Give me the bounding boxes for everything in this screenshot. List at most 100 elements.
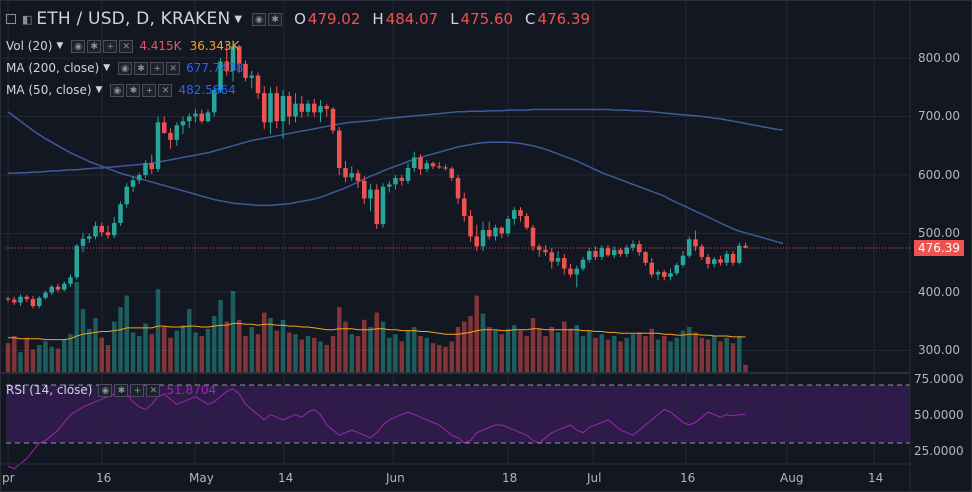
candle-body <box>49 286 54 293</box>
volume-bar <box>424 337 429 372</box>
candle-body <box>24 296 29 300</box>
close-icon[interactable]: ✕ <box>158 83 173 97</box>
candle-body <box>599 248 604 257</box>
indicator-ma200: MA (200, close) ▼ ◉ ✱ + ✕ 677.7438 <box>6 61 243 75</box>
time-tick-label: May <box>189 471 214 485</box>
volume-bar <box>43 341 48 372</box>
symbol-title[interactable]: ETH / USD, D, KRAKEN <box>36 9 231 29</box>
eye-icon[interactable]: ◉ <box>98 383 113 397</box>
candle-body <box>305 103 311 112</box>
volume-bar <box>412 327 417 372</box>
candle-body <box>362 180 367 199</box>
candle-body <box>430 163 436 167</box>
price-tick-label: 700.00 <box>918 109 960 123</box>
candle-body <box>455 177 461 199</box>
candle-body <box>412 157 417 168</box>
indicator-vol: Vol (20) ▼ ◉ ✱ + ✕ 4.415K 36.343K <box>6 39 239 53</box>
ma200-line <box>8 108 784 174</box>
volume-bar <box>162 327 167 372</box>
candle-body <box>605 248 611 256</box>
vol-label[interactable]: Vol (20) <box>6 39 53 53</box>
rsi-line <box>7 388 746 470</box>
close-icon[interactable]: ✕ <box>146 383 161 397</box>
candle-body <box>180 121 186 126</box>
close-icon[interactable]: ✕ <box>119 39 134 53</box>
gear-icon[interactable]: ✱ <box>114 383 129 397</box>
gear-icon[interactable]: ✱ <box>268 12 283 26</box>
volume-bar <box>12 336 17 372</box>
indicator-ma50: MA (50, close) ▼ ◉ ✱ + ✕ 482.5864 <box>6 83 236 97</box>
candle-body <box>399 177 404 181</box>
candle-body <box>237 46 242 64</box>
candle-body <box>674 265 679 274</box>
candle-body <box>30 299 36 307</box>
rsi-tick-label: 50.0000 <box>914 408 964 422</box>
volume-bar <box>243 336 248 372</box>
volume-bar <box>262 312 267 372</box>
candle-body <box>537 246 542 250</box>
volume-bar <box>612 336 617 372</box>
candle-body <box>443 167 448 169</box>
collapse-icon[interactable] <box>6 14 16 24</box>
eye-icon[interactable]: ◉ <box>252 12 267 26</box>
chevron-down-icon[interactable]: ▼ <box>95 85 103 95</box>
volume-bar <box>137 336 142 372</box>
plus-icon[interactable]: + <box>142 83 157 97</box>
chevron-down-icon[interactable]: ▼ <box>56 41 64 51</box>
volume-bar <box>305 336 311 372</box>
volume-bar <box>230 291 236 372</box>
volume-bar <box>524 336 529 372</box>
candle-body <box>612 249 617 256</box>
eye-icon[interactable]: ◉ <box>118 61 133 75</box>
chevron-down-icon[interactable]: ▼ <box>103 63 111 73</box>
volume-bar <box>293 334 298 372</box>
volume-bar <box>580 336 586 372</box>
rsi-label[interactable]: RSI (14, close) <box>6 383 93 397</box>
plus-icon[interactable]: + <box>130 383 145 397</box>
plus-icon[interactable]: + <box>103 39 118 53</box>
volume-bar <box>318 341 323 372</box>
volume-bar <box>55 348 61 372</box>
volume-bar <box>737 336 742 372</box>
gear-icon[interactable]: ✱ <box>126 83 141 97</box>
volume-ma-line <box>8 322 746 341</box>
price-tick-label: 800.00 <box>918 51 960 65</box>
eye-icon[interactable]: ◉ <box>71 39 86 53</box>
candle-body <box>5 298 11 300</box>
ma50-label[interactable]: MA (50, close) <box>6 83 92 97</box>
gear-icon[interactable]: ✱ <box>134 61 149 75</box>
candle-body <box>18 296 23 303</box>
volume-bar <box>718 341 723 372</box>
plus-icon[interactable]: + <box>150 61 165 75</box>
chevron-down-icon[interactable]: ▼ <box>234 13 243 25</box>
volume-bar <box>430 343 436 372</box>
rsi-value: 51.8704 <box>166 383 217 397</box>
rsi-tick-label: 75.0000 <box>914 372 964 386</box>
candle-body <box>743 245 748 248</box>
volume-bar <box>630 334 636 372</box>
volume-bar <box>624 337 629 372</box>
candle-body <box>449 168 454 178</box>
volume-bar <box>155 289 161 372</box>
candle-body <box>149 163 154 170</box>
close-icon[interactable]: ✕ <box>166 61 181 75</box>
candle-body <box>499 227 504 234</box>
volume-bar <box>418 336 423 372</box>
candle-body <box>680 255 686 266</box>
eye-icon[interactable]: ◉ <box>110 83 125 97</box>
time-tick-label: 18 <box>502 471 518 485</box>
candle-body <box>730 253 736 263</box>
gear-icon[interactable]: ✱ <box>87 39 102 53</box>
candle-body <box>718 259 723 263</box>
ohlc-low: L 475.60 <box>450 10 514 28</box>
volume-bar <box>724 337 729 372</box>
price-tick-label: 500.00 <box>918 226 960 240</box>
candle-body <box>330 108 336 131</box>
volume-bar <box>212 316 217 372</box>
candle-body <box>355 173 361 181</box>
time-tick-label: pr <box>2 471 15 485</box>
ma200-label[interactable]: MA (200, close) <box>6 61 100 75</box>
volume-bar <box>537 328 542 372</box>
candle-body <box>693 239 698 247</box>
